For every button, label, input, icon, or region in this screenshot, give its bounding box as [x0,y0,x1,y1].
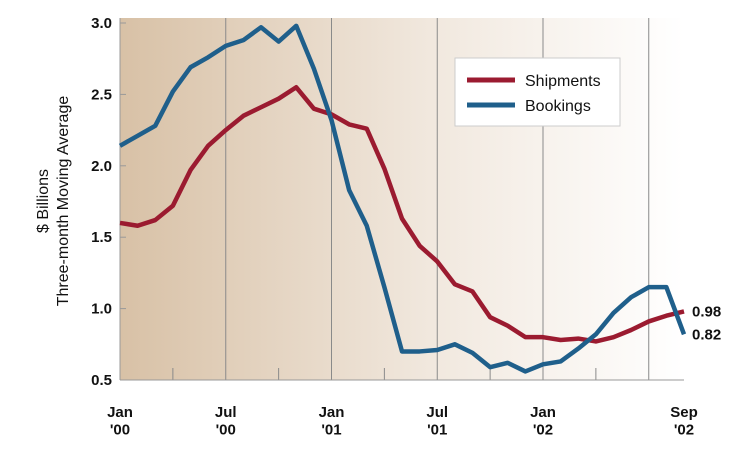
legend-label: Bookings [525,98,591,115]
y-tick-label: 0.5 [91,372,112,389]
legend-box [454,57,621,127]
y-axis-label: $ Billions [35,169,52,233]
y-tick-label: 1.5 [91,229,112,246]
y-axis-label: Three-month Moving Average [55,96,72,307]
x-tick-label: Jan '00 [107,404,133,438]
y-tick-label: 2.0 [91,158,112,175]
x-tick-label: Jan '01 [319,404,345,438]
x-tick-label: Sep '02 [670,404,698,438]
x-tick-label: Jan '02 [530,404,556,438]
x-tick-label: Jul '00 [215,404,237,438]
x-tick-label: Jul '01 [426,404,448,438]
y-tick-label: 2.5 [91,86,112,103]
series-line [118,23,687,374]
end-value-label: 0.98 [692,303,721,320]
legend-label: Shipments [525,73,601,90]
end-value-label: 0.82 [692,326,721,343]
y-tick-label: 1.0 [91,301,112,318]
y-tick-label: 3.0 [91,15,112,32]
